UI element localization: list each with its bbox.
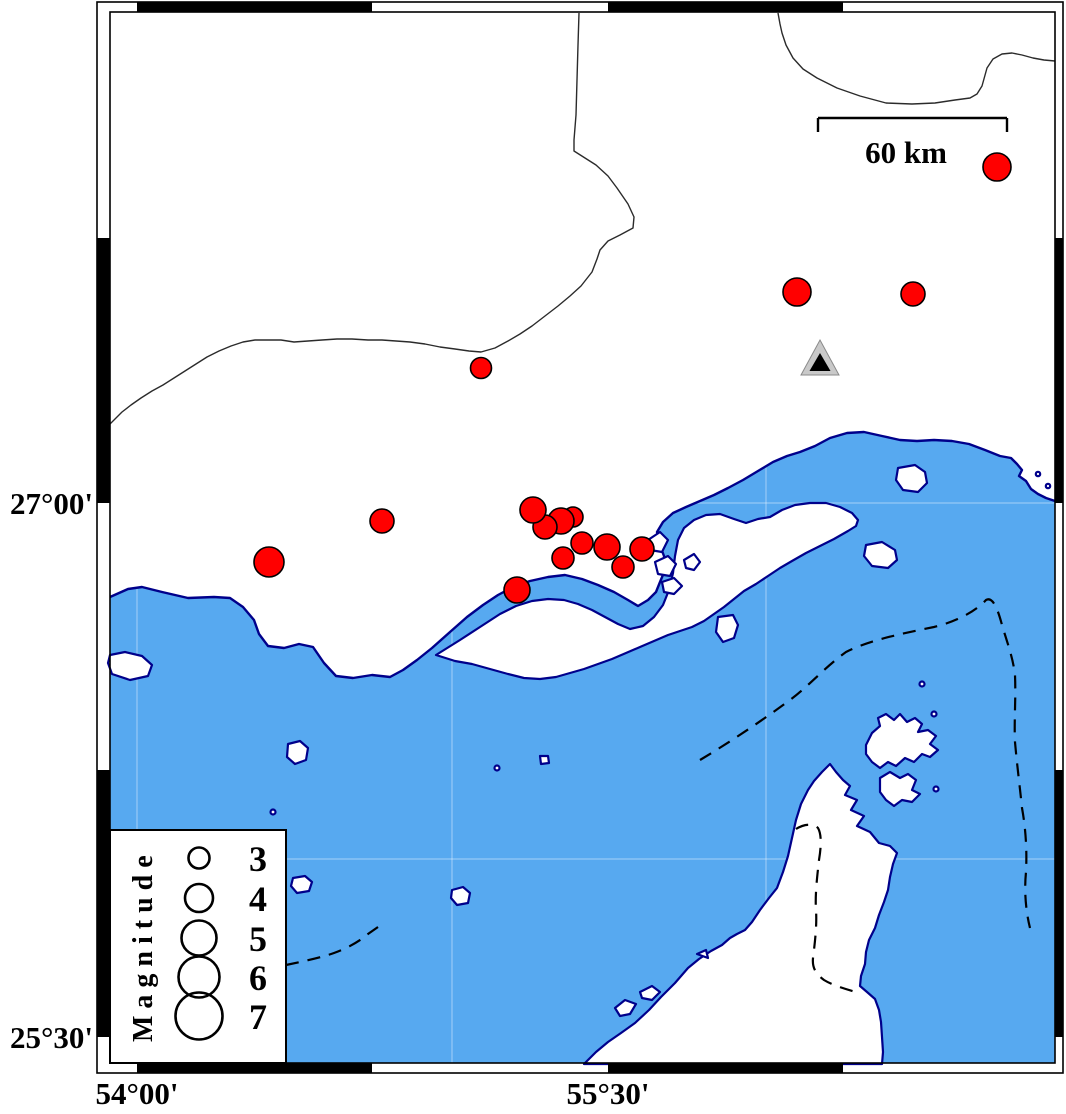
earthquake-marker — [611, 555, 635, 579]
earthquake-marker — [593, 533, 621, 561]
earthquake-marker — [369, 508, 395, 534]
mainland-coastline — [109, 430, 1056, 680]
boundary-northeast — [777, 12, 1056, 105]
earthquake-marker — [253, 546, 285, 578]
station-triangle-icon — [800, 338, 840, 376]
coast-islet — [638, 984, 662, 1002]
larak-island — [894, 463, 929, 494]
earthquake-marker — [503, 576, 531, 604]
legend-magnitude-label: 6 — [249, 958, 267, 998]
dashed-boundaries — [285, 598, 1032, 994]
earthquake-marker — [982, 152, 1012, 182]
earthquake-marker — [782, 277, 812, 307]
musandam-islands — [864, 712, 940, 770]
lagoon-islet — [653, 554, 678, 578]
coast-islet — [613, 998, 638, 1018]
small-island — [269, 808, 277, 816]
lagoon-islet — [660, 576, 684, 596]
dashed-arc — [699, 598, 1032, 929]
legend-title: Magnitude — [128, 848, 159, 1042]
coast-dot — [932, 785, 940, 793]
legend-magnitude-circle — [177, 955, 221, 999]
map-frame — [96, 1, 1064, 1074]
coast-islet — [695, 948, 710, 960]
dashed-border-musandam — [795, 823, 857, 994]
coast-dot — [918, 680, 926, 688]
lon-label-5530: 55°30' — [566, 1076, 649, 1111]
earthquake-marker — [519, 496, 547, 524]
lagoon-islet — [682, 552, 702, 572]
musandam-islands — [878, 770, 922, 808]
earthquake-markers — [253, 152, 1012, 604]
coast-dot — [930, 710, 938, 718]
scale-bar-label: 60 km — [865, 135, 947, 170]
legend-magnitude-circle — [187, 846, 211, 870]
scale-bar — [816, 116, 1009, 132]
legend-magnitude-label: 7 — [249, 997, 267, 1037]
earthquake-marker — [900, 281, 926, 307]
dashed-southwest — [285, 926, 379, 967]
islands — [106, 463, 1052, 1066]
hormuz-island — [862, 540, 899, 570]
qeshm-island — [434, 501, 860, 681]
lat-label-27: 27°00' — [10, 486, 93, 521]
boundary-lines — [109, 12, 1056, 425]
small-island — [449, 885, 472, 907]
lat-label-2530: 25°30' — [10, 1020, 93, 1055]
axis-annotations: 27°00' 25°30' 54°00' 55°30' — [10, 486, 650, 1111]
small-island — [289, 874, 314, 895]
earthquake-marker — [570, 531, 594, 555]
legend-magnitude-circle — [183, 882, 215, 914]
earthquake-marker — [551, 546, 575, 570]
coast-dot — [1034, 470, 1042, 478]
earthquake-marker — [469, 356, 493, 380]
legend-magnitude-label: 4 — [249, 879, 267, 919]
coast-dot — [1044, 482, 1052, 490]
legend-magnitude-label: 3 — [249, 839, 267, 879]
small-island — [285, 739, 310, 766]
boundary-west — [109, 12, 635, 425]
earthquake-marker — [629, 536, 655, 562]
hengam-island — [714, 613, 740, 644]
small-island — [538, 754, 551, 766]
legend-magnitude-label: 5 — [249, 919, 267, 959]
lon-label-54: 54°00' — [95, 1076, 178, 1111]
small-island — [493, 764, 501, 772]
legend-magnitude-circle — [174, 991, 224, 1041]
